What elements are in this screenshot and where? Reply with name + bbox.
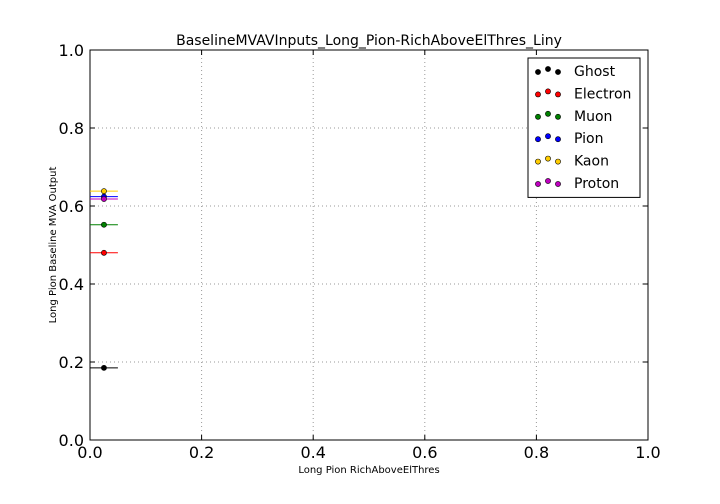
legend-marker [535, 113, 541, 120]
y-tick-label: 0.4 [59, 275, 84, 294]
legend-marker [555, 158, 561, 165]
x-tick-label: 1.0 [635, 443, 660, 462]
x-tick-label: 0.6 [412, 443, 437, 462]
x-tick-label: 0.0 [77, 443, 102, 462]
x-tick-label: 0.4 [300, 443, 325, 462]
legend-marker [535, 136, 541, 143]
y-tick-label: 0.0 [59, 431, 84, 450]
chart-title: BaselineMVAVInputs_Long_Pion-RichAboveEl… [176, 33, 562, 49]
legend-marker [555, 91, 561, 98]
legend-marker [535, 69, 541, 75]
legend-label: Muon [574, 109, 612, 125]
data-points [90, 188, 118, 371]
legend-marker [555, 181, 561, 187]
legend-item-kaon: Kaon [535, 154, 609, 170]
legend: Ghost Electron Muon Pion Kaon Proton [527, 57, 641, 198]
legend-box [527, 57, 641, 198]
legend-marker [535, 181, 541, 187]
legend-marker [545, 178, 551, 184]
x-tick-label: 0.2 [189, 443, 214, 462]
y-tick-label: 1.0 [59, 41, 84, 60]
legend-item-muon: Muon [535, 109, 612, 125]
legend-item-electron: Electron [535, 86, 631, 102]
x-tick-label: 0.8 [524, 443, 549, 462]
axis-ticks: 0.0 0.2 0.4 0.6 0.8 1.0 0.0 0.2 0.4 0.6 0.8 1.0 [59, 41, 661, 462]
legend-marker [545, 66, 551, 72]
legend-marker [555, 136, 561, 143]
legend-item-pion: Pion [535, 131, 603, 147]
electron-point [101, 249, 107, 256]
legend-label: Ghost [574, 64, 616, 80]
legend-marker [545, 110, 551, 117]
y-tick-label: 0.8 [59, 119, 84, 138]
ghost-point [101, 364, 107, 371]
legend-marker [545, 155, 551, 162]
legend-marker [535, 158, 541, 165]
kaon-point [101, 188, 107, 195]
x-axis-label: Long Pion RichAboveElThres [298, 465, 439, 476]
legend-label: Proton [574, 176, 619, 192]
legend-marker [535, 91, 541, 98]
legend-label: Pion [574, 131, 603, 147]
legend-label: Kaon [574, 154, 609, 170]
proton-point [101, 196, 107, 202]
y-tick-label: 0.2 [59, 353, 84, 372]
muon-point [101, 221, 107, 228]
legend-marker [555, 113, 561, 120]
y-axis-label: Long Pion Baseline MVA Output [48, 167, 59, 324]
legend-marker [545, 88, 551, 95]
legend-label: Electron [574, 86, 631, 102]
legend-item-proton: Proton [535, 176, 619, 192]
y-tick-label: 0.6 [59, 197, 84, 216]
legend-marker [555, 69, 561, 75]
legend-marker [545, 133, 551, 140]
plot-area [89, 49, 649, 441]
legend-item-ghost: Ghost [535, 64, 616, 80]
